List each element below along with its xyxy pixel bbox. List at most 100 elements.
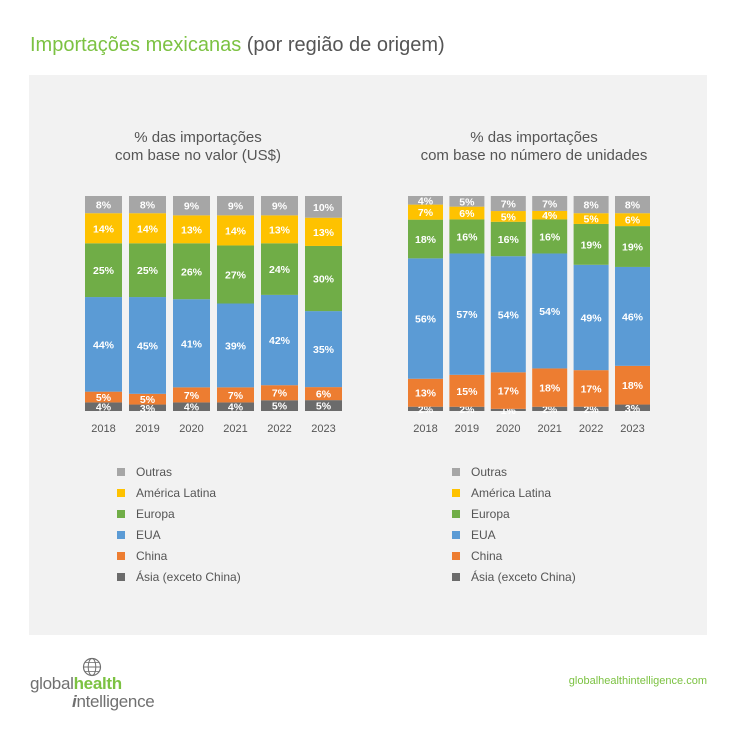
chart1-legend-label: China [136, 549, 168, 563]
chart2-data-label: 8% [584, 200, 600, 212]
chart-panel: % das importações com base no valor (US$)… [29, 75, 707, 635]
chart1-data-label: 7% [184, 390, 200, 402]
chart1-bar-segment [217, 245, 254, 304]
chart2-legend-swatch [452, 552, 460, 560]
chart2-bar-segment [615, 196, 650, 214]
charts-svg: % das importações com base no valor (US$)… [85, 129, 650, 584]
chart1-legend-swatch [117, 531, 125, 539]
chart1-bar-segment [85, 196, 122, 214]
logo-word-health: health [73, 674, 123, 693]
chart1-bar-segment [129, 404, 166, 411]
chart2-title-line1: % das importações [470, 129, 598, 146]
chart2-data-label: 19% [581, 239, 603, 251]
chart2-data-label: 54% [498, 309, 520, 321]
chart2-data-label: 54% [539, 306, 561, 318]
chart2-bar-segment [615, 266, 650, 366]
chart1-data-label: 14% [93, 223, 115, 235]
chart2-data-label: 3% [625, 403, 641, 415]
chart2-bar-segment [408, 196, 443, 205]
chart2-bar-segment [573, 223, 609, 265]
chart2-x-tick-label: 2023 [620, 423, 644, 435]
chart1-data-label: 35% [313, 344, 335, 356]
chart2-data-label: 18% [622, 380, 644, 392]
chart2-legend-label: Ásia (exceto China) [471, 569, 576, 584]
chart2-bar-segment [615, 365, 650, 405]
chart1-legend-swatch [117, 573, 125, 581]
page-title-subtitle: (por região de origem) [246, 34, 445, 56]
chart1-legend-swatch [117, 552, 125, 560]
chart2-legend-label: China [471, 549, 503, 563]
chart1-bar-segment [173, 196, 210, 216]
chart1-x-tick-label: 2021 [223, 423, 247, 435]
chart1-data-label: 42% [269, 335, 291, 347]
chart2-data-label: 2% [584, 404, 600, 416]
chart1-data-label: 4% [228, 402, 244, 414]
chart2-bar-segment [449, 219, 485, 254]
chart2-x-tick-label: 2020 [496, 423, 520, 435]
page-title: Importações mexicanas (por região de ori… [30, 34, 445, 57]
chart2-data-label: 16% [498, 234, 520, 246]
site-url-link[interactable]: globalhealthintelligence.com [568, 675, 707, 687]
chart1-bar-segment [261, 196, 298, 216]
logo-letter-i: i [72, 692, 77, 711]
chart2-x-tick-label: 2018 [413, 423, 437, 435]
chart1-bar-segment [85, 243, 122, 298]
chart1-bar-segment [305, 387, 342, 401]
chart2-data-label: 7% [501, 199, 517, 211]
chart2-x-tick-label: 2021 [537, 423, 561, 435]
chart1-legend-label: Europa [136, 507, 175, 521]
chart2-data-label: 16% [456, 231, 478, 243]
chart2-bar-segment [408, 258, 443, 379]
chart1-legend-label: América Latina [136, 486, 216, 500]
chart2-bar-segment [532, 368, 568, 407]
chart1-x-tick-label: 2018 [91, 423, 115, 435]
chart2-bar-segment [573, 264, 609, 371]
chart2-title-line2: com base no número de unidades [421, 147, 648, 164]
chart2-data-label: 19% [622, 242, 644, 254]
chart2-data-label: 5% [584, 214, 600, 226]
chart2-legend-label: Europa [471, 507, 510, 521]
chart1-bar-segment [261, 215, 298, 244]
chart1-bar-segment [173, 215, 210, 244]
chart2-bar-segment [490, 408, 526, 411]
chart1-bar-segment [305, 217, 342, 246]
chart1-data-label: 9% [272, 201, 288, 213]
chart2-data-label: 17% [498, 386, 520, 398]
chart2-legend-label: América Latina [471, 486, 551, 500]
chart1-data-label: 9% [228, 201, 244, 213]
chart2-legend-label: Outras [471, 465, 507, 479]
chart1-x-tick-label: 2022 [267, 423, 291, 435]
chart1-legend-label: Outras [136, 465, 172, 479]
chart2-data-label: 49% [581, 312, 603, 324]
chart1-data-label: 3% [140, 403, 156, 415]
chart1-data-label: 25% [137, 265, 159, 277]
chart2-x-tick-label: 2022 [579, 423, 603, 435]
chart1-bar-segment [85, 391, 122, 403]
chart2-data-label: 57% [456, 309, 478, 321]
chart2-data-label: 4% [542, 210, 558, 222]
chart1-legend-label: Ásia (exceto China) [136, 569, 241, 584]
chart1-title-line2: com base no valor (US$) [115, 147, 281, 164]
chart2-data-label: 8% [625, 200, 641, 212]
chart1-bar-segment [129, 213, 166, 244]
chart2-bar-segment [532, 210, 568, 220]
chart1-legend-swatch [117, 510, 125, 518]
chart1-bar-segment [305, 245, 342, 312]
chart1-bar-segment [305, 400, 342, 411]
chart1-data-label: 13% [269, 224, 291, 236]
chart2-bar-segment [573, 213, 609, 224]
chart1-bar-segment [217, 387, 254, 403]
chart2-data-label: 2% [542, 404, 558, 416]
chart2-data-label: 2% [459, 404, 475, 416]
chart2-data-label: 46% [622, 311, 644, 323]
chart1-bar-segment [261, 385, 298, 401]
chart2-data-label: 6% [459, 208, 475, 220]
chart2-data-label: 16% [539, 231, 561, 243]
chart2-data-label: 5% [459, 196, 475, 208]
chart1-data-label: 5% [96, 392, 112, 404]
chart2-data-label: 2% [418, 404, 434, 416]
chart2-bar-segment [490, 221, 526, 257]
chart1-data-label: 44% [93, 339, 115, 351]
chart1-data-label: 4% [184, 402, 200, 414]
chart2-data-label: 56% [415, 314, 437, 326]
